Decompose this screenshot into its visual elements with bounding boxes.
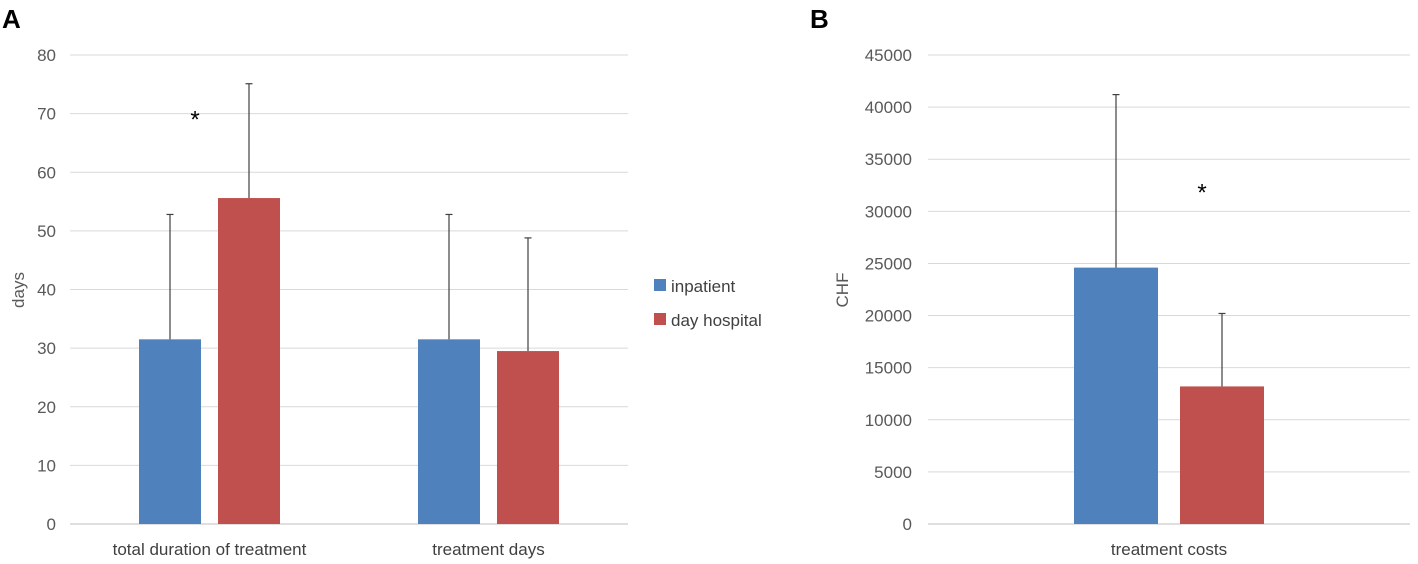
- y-tick-label: 0: [903, 515, 912, 534]
- bar-day-hospital: [1180, 386, 1264, 524]
- legend-label-day-hospital: day hospital: [671, 311, 762, 330]
- category-label: treatment costs: [1111, 540, 1227, 559]
- y-tick-label: 0: [47, 515, 56, 534]
- bar-day-hospital: [218, 198, 280, 525]
- legend-label-inpatient: inpatient: [671, 277, 736, 296]
- panel-a-label: A: [2, 4, 21, 34]
- y-tick-label: 45000: [865, 46, 912, 65]
- legend: inpatient day hospital: [654, 277, 762, 330]
- legend-swatch-day-hospital: [654, 313, 666, 325]
- y-tick-label: 40: [37, 281, 56, 300]
- bar-inpatient: [139, 339, 201, 524]
- y-tick-label: 35000: [865, 150, 912, 169]
- y-tick-label: 25000: [865, 254, 912, 273]
- bar-inpatient: [418, 339, 480, 524]
- y-tick-label: 15000: [865, 359, 912, 378]
- panel-b-label: B: [810, 4, 829, 34]
- bar-inpatient: [1074, 267, 1158, 524]
- significance-annotation: *: [190, 107, 199, 134]
- y-tick-label: 30000: [865, 202, 912, 221]
- significance-annotation: *: [1197, 180, 1206, 207]
- y-tick-label: 70: [37, 105, 56, 124]
- y-tick-label: 40000: [865, 98, 912, 117]
- y-axis-title: days: [9, 272, 28, 308]
- y-tick-label: 60: [37, 163, 56, 182]
- chart-a: 0 10 20 30 40 50 60 70 80 days total duration of t…: [9, 46, 628, 559]
- bar-day-hospital: [497, 351, 559, 524]
- y-tick-label: 5000: [874, 463, 912, 482]
- y-tick-label: 10000: [865, 411, 912, 430]
- y-tick-label: 50: [37, 222, 56, 241]
- chart-b: 0 5000 10000 15000 20000 25000 30000 35000 40000…: [833, 46, 1410, 559]
- category-label: treatment days: [432, 540, 544, 559]
- y-axis-title: CHF: [833, 273, 852, 308]
- y-tick-label: 20: [37, 398, 56, 417]
- legend-swatch-inpatient: [654, 279, 666, 291]
- y-tick-label: 80: [37, 46, 56, 65]
- y-tick-label: 20000: [865, 307, 912, 326]
- y-tick-label: 30: [37, 339, 56, 358]
- category-label: total duration of treatment: [113, 540, 307, 559]
- y-tick-label: 10: [37, 456, 56, 475]
